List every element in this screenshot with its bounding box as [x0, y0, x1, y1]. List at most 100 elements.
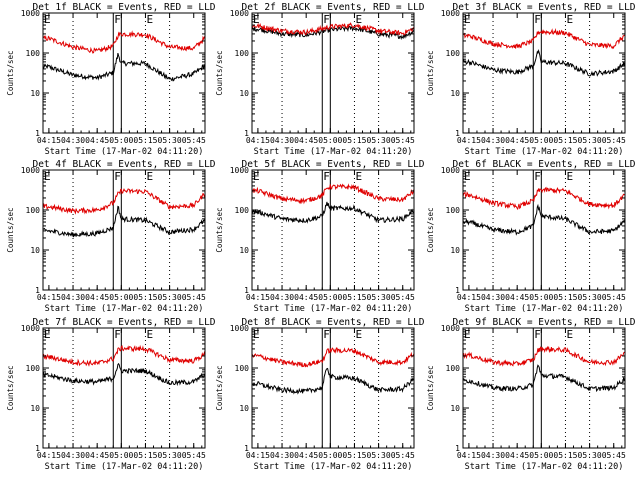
- region-marker-label: F: [114, 328, 121, 341]
- x-tick-label: 04:30: [481, 136, 505, 145]
- plot-frame: [251, 12, 415, 134]
- plot-frame: [251, 327, 415, 449]
- x-tick-label: 04:15: [457, 293, 481, 302]
- x-tick-label: 04:15: [457, 451, 481, 460]
- y-tick-label: 10: [239, 246, 249, 255]
- x-tick-label: 05:00: [318, 451, 342, 460]
- x-tick-label: 04:45: [294, 451, 318, 460]
- region-marker-label: E: [566, 328, 573, 341]
- plot-frame: [462, 327, 626, 449]
- x-tick-label: 04:15: [246, 136, 270, 145]
- panel-title: Det 7f BLACK = Events, RED = LLD: [32, 317, 215, 328]
- x-axis-label: Start Time (17-Mar-02 04:11:20): [465, 147, 624, 157]
- x-tick-label: 04:45: [505, 136, 529, 145]
- y-tick-label: 1: [455, 129, 460, 138]
- y-axis-label: Counts/sec: [6, 207, 15, 252]
- x-axis-label: Start Time (17-Mar-02 04:11:20): [254, 462, 413, 472]
- x-axis-label: Start Time (17-Mar-02 04:11:20): [45, 147, 204, 157]
- series-events-line: [251, 24, 415, 41]
- x-tick-label: 04:30: [481, 451, 505, 460]
- x-tick-label: 05:00: [109, 136, 133, 145]
- y-tick-label: 1000: [230, 166, 249, 175]
- y-axis-label: Counts/sec: [6, 365, 15, 410]
- panel-title: Det 4f BLACK = Events, RED = LLD: [32, 159, 215, 170]
- y-tick-label: 1: [244, 129, 249, 138]
- x-tick-label: 05:30: [578, 451, 602, 460]
- series-events-line: [42, 52, 206, 82]
- region-marker-label-start: E: [464, 170, 471, 183]
- y-tick-label: 10: [450, 404, 460, 413]
- plot-frame: [42, 12, 206, 134]
- x-tick-label: 04:45: [505, 293, 529, 302]
- y-tick-label: 1000: [441, 9, 460, 18]
- y-tick-label: 10: [239, 404, 249, 413]
- y-tick-label: 100: [235, 364, 250, 373]
- series-events-line: [251, 201, 415, 224]
- y-axis-label: Counts/sec: [215, 50, 224, 95]
- x-tick-label: 04:45: [505, 451, 529, 460]
- y-axis-label: Counts/sec: [215, 207, 224, 252]
- x-tick-label: 05:00: [529, 451, 553, 460]
- x-tick-label: 05:00: [529, 293, 553, 302]
- y-tick-label: 1: [244, 286, 249, 295]
- x-tick-label: 05:30: [367, 451, 391, 460]
- panel-title: Det 5f BLACK = Events, RED = LLD: [241, 159, 424, 170]
- y-tick-label: 1: [244, 444, 249, 453]
- series-lld-line: [42, 188, 206, 215]
- x-tick-label: 05:15: [553, 293, 577, 302]
- series-events-line: [462, 203, 626, 236]
- series-events-line: [42, 362, 206, 387]
- y-tick-label: 1000: [230, 324, 249, 333]
- x-tick-label: 04:30: [270, 136, 294, 145]
- x-axis-label: Start Time (17-Mar-02 04:11:20): [254, 147, 413, 157]
- series-events-line: [42, 205, 206, 238]
- x-tick-label: 04:30: [481, 293, 505, 302]
- x-tick-label: 04:30: [61, 293, 85, 302]
- x-tick-label: 05:45: [391, 451, 415, 460]
- x-tick-label: 05:30: [367, 136, 391, 145]
- series-lld-line: [251, 22, 415, 36]
- x-tick-label: 04:15: [37, 451, 61, 460]
- y-tick-label: 1000: [230, 9, 249, 18]
- series-events-line: [251, 367, 415, 395]
- y-axis-label: Counts/sec: [426, 50, 435, 95]
- region-marker-label-start: E: [44, 170, 51, 183]
- x-tick-label: 04:45: [85, 293, 109, 302]
- x-tick-label: 04:45: [85, 136, 109, 145]
- panel-title: Det 2f BLACK = Events, RED = LLD: [241, 2, 424, 13]
- region-marker-label: F: [114, 170, 121, 183]
- x-tick-label: 05:30: [367, 293, 391, 302]
- panel-title: Det 9f BLACK = Events, RED = LLD: [452, 317, 635, 328]
- region-marker-label-start: E: [44, 328, 51, 341]
- y-tick-label: 10: [450, 89, 460, 98]
- y-axis-label: Counts/sec: [426, 207, 435, 252]
- y-tick-label: 1000: [21, 166, 40, 175]
- x-tick-label: 05:00: [109, 451, 133, 460]
- region-marker-label: F: [534, 328, 541, 341]
- region-marker-label: E: [146, 328, 153, 341]
- y-tick-label: 1000: [21, 324, 40, 333]
- region-marker-label: E: [355, 13, 362, 26]
- x-tick-label: 04:30: [270, 293, 294, 302]
- x-tick-label: 04:15: [37, 136, 61, 145]
- x-tick-label: 04:15: [37, 293, 61, 302]
- x-tick-label: 05:45: [602, 293, 626, 302]
- plot-frame: [42, 327, 206, 449]
- x-tick-label: 05:45: [182, 136, 206, 145]
- y-tick-label: 10: [30, 246, 40, 255]
- x-tick-label: 05:15: [133, 451, 157, 460]
- x-tick-label: 04:45: [85, 451, 109, 460]
- plot-frame: [251, 169, 415, 291]
- y-tick-label: 100: [446, 364, 461, 373]
- x-tick-label: 05:30: [578, 136, 602, 145]
- series-lld-line: [42, 344, 206, 367]
- x-tick-label: 05:30: [158, 136, 182, 145]
- series-events-line: [462, 364, 626, 393]
- x-tick-label: 04:15: [246, 293, 270, 302]
- y-tick-label: 100: [235, 49, 250, 58]
- x-tick-label: 05:00: [529, 136, 553, 145]
